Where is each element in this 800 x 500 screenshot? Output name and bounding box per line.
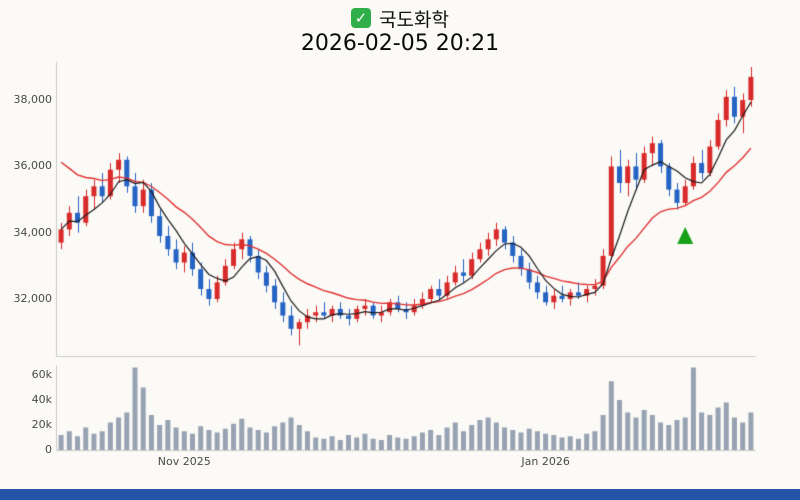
y-axis-tick-32000: 32,000 — [13, 291, 53, 305]
x-axis-tick-jan-2026: Jan 2026 — [521, 455, 570, 468]
volume-axis-tick-40k: 40k — [31, 393, 52, 406]
x-axis-tick-nov-2025: Nov 2025 — [157, 455, 211, 468]
volume-axis-tick-0: 0 — [45, 443, 52, 456]
y-axis-tick-36000: 36,000 — [13, 159, 53, 173]
y-axis-tick-34000: 34,000 — [13, 225, 53, 239]
volume-axis-tick-20k: 20k — [31, 418, 52, 431]
bottom-taskbar — [0, 489, 800, 500]
y-axis-tick-38000: 38,000 — [13, 93, 53, 107]
volume-axis-tick-60k: 60k — [31, 368, 52, 381]
